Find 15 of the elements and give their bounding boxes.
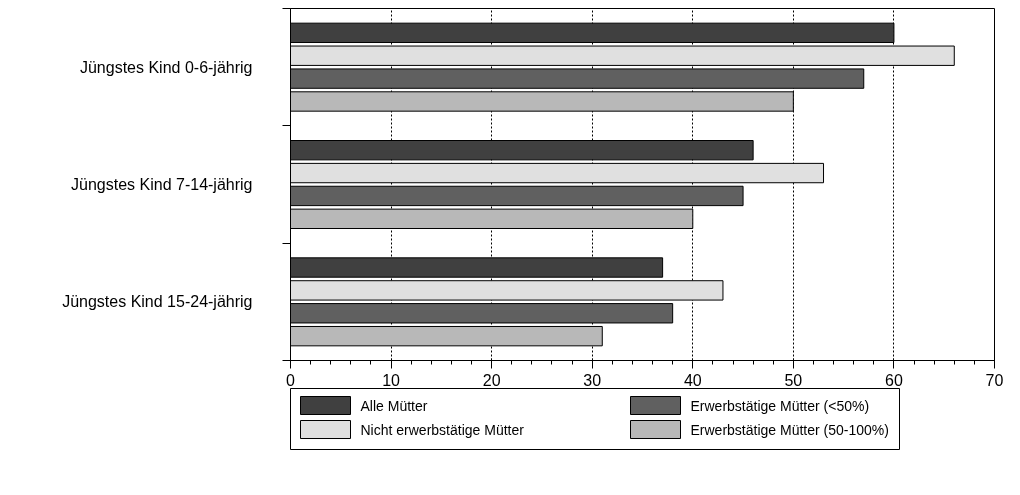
x-tick-label: 50 <box>784 371 803 389</box>
y-tick-label: Jüngstes Kind 0-6-jährig <box>79 58 253 76</box>
x-tick-label: 10 <box>382 371 401 389</box>
y-tick-label: Jüngstes Kind 15-24-jährig <box>62 293 253 311</box>
x-tick-label: 0 <box>286 371 296 389</box>
y-tick-label: Jüngstes Kind 7-14-jährig <box>71 176 253 193</box>
legend-label: Nicht erwerbstätige Mütter <box>360 421 525 438</box>
legend-label: Erwerbstätige Mütter (50-100%) <box>690 421 889 438</box>
x-tick-label: 40 <box>683 371 702 389</box>
x-tick-label: 30 <box>583 371 602 389</box>
legend-label: Alle Mütter <box>360 397 428 414</box>
x-tick-label: 20 <box>482 371 501 389</box>
x-tick-label: 70 <box>985 371 1004 389</box>
x-tick-label: 60 <box>885 371 903 389</box>
legend-label: Erwerbstätige Mütter (<50%) <box>690 397 870 414</box>
